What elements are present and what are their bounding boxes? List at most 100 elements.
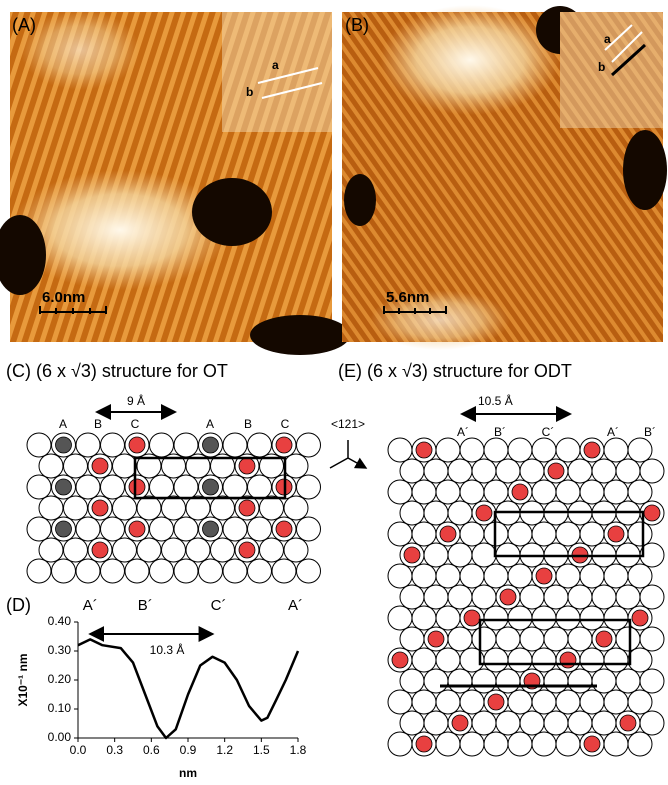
atom xyxy=(532,606,556,630)
atom xyxy=(400,627,424,651)
adsorbate xyxy=(129,521,145,537)
inset-label: b xyxy=(598,60,605,74)
x-axis-label: nm xyxy=(179,766,197,780)
atom xyxy=(113,538,137,562)
x-tick-label: 0.6 xyxy=(143,743,160,757)
atom xyxy=(628,564,652,588)
atom xyxy=(52,559,76,583)
atom xyxy=(424,669,448,693)
y-tick-label: 0.10 xyxy=(48,701,72,715)
atom xyxy=(388,438,412,462)
atom xyxy=(448,459,472,483)
site-letter: A´ xyxy=(607,425,619,439)
top-letter: B´ xyxy=(138,597,153,614)
atom xyxy=(436,480,460,504)
adsorbate xyxy=(129,479,145,495)
atom xyxy=(616,459,640,483)
adsorbate xyxy=(428,631,444,647)
atom xyxy=(101,433,125,457)
atom xyxy=(484,480,508,504)
atom xyxy=(174,559,198,583)
atom xyxy=(436,564,460,588)
adsorbate xyxy=(239,542,255,558)
direction-label: <121> xyxy=(331,417,365,431)
atom xyxy=(388,732,412,756)
atom xyxy=(400,459,424,483)
atom xyxy=(436,438,460,462)
y-tick-label: 0.00 xyxy=(48,730,72,744)
atom xyxy=(520,627,544,651)
atom xyxy=(39,538,63,562)
atom xyxy=(544,669,568,693)
adsorbate xyxy=(129,437,145,453)
atom xyxy=(76,433,100,457)
adsorbate xyxy=(239,500,255,516)
atom xyxy=(248,559,272,583)
x-tick-label: 0.3 xyxy=(106,743,123,757)
atom xyxy=(448,627,472,651)
adsorbate xyxy=(416,442,432,458)
atom xyxy=(27,475,51,499)
atom xyxy=(460,564,484,588)
atom xyxy=(150,475,174,499)
atom xyxy=(113,496,137,520)
atom xyxy=(125,559,149,583)
panel-title: (C) (6 x √3) structure for OT xyxy=(6,361,228,381)
atom xyxy=(460,522,484,546)
atom xyxy=(211,496,235,520)
atom xyxy=(400,585,424,609)
adsorbate xyxy=(56,479,72,495)
atom xyxy=(460,732,484,756)
atom xyxy=(616,669,640,693)
adsorbate xyxy=(488,694,504,710)
atom xyxy=(556,438,580,462)
atom xyxy=(76,517,100,541)
atom xyxy=(568,711,592,735)
adsorbate xyxy=(464,610,480,626)
adsorbate xyxy=(56,437,72,453)
atom xyxy=(186,538,210,562)
annotation: 10.3 Å xyxy=(150,642,185,657)
atom xyxy=(484,564,508,588)
y-tick-label: 0.40 xyxy=(48,614,72,628)
atom xyxy=(520,585,544,609)
atom xyxy=(211,538,235,562)
panel-label: (D) xyxy=(6,595,31,615)
adsorbate xyxy=(92,542,108,558)
atom xyxy=(199,559,223,583)
atom xyxy=(137,496,161,520)
adsorbate xyxy=(560,652,576,668)
inset-label: a xyxy=(272,58,279,72)
top-letter: C´ xyxy=(211,597,227,614)
atom xyxy=(248,475,272,499)
atom xyxy=(412,522,436,546)
atom xyxy=(544,711,568,735)
inset-label: b xyxy=(246,85,253,99)
atom xyxy=(508,606,532,630)
atom xyxy=(248,433,272,457)
atom xyxy=(412,480,436,504)
adsorbate xyxy=(203,479,219,495)
atom xyxy=(223,517,247,541)
atom xyxy=(640,459,664,483)
adsorbate xyxy=(608,526,624,542)
atom xyxy=(223,433,247,457)
site-letter: A xyxy=(206,417,214,431)
atom xyxy=(424,543,448,567)
atom xyxy=(412,648,436,672)
atom xyxy=(580,606,604,630)
atom xyxy=(628,522,652,546)
adsorbate xyxy=(620,715,636,731)
atom xyxy=(436,606,460,630)
atom xyxy=(532,522,556,546)
atom xyxy=(388,690,412,714)
adsorbate xyxy=(644,505,660,521)
atom xyxy=(568,459,592,483)
page: a b (A) 6.0nm a b (B) 5.6nm (C) (6 x √3)… xyxy=(0,0,668,785)
adsorbate xyxy=(452,715,468,731)
atom xyxy=(223,475,247,499)
site-letter: C xyxy=(131,417,140,431)
atom xyxy=(436,690,460,714)
atom xyxy=(592,459,616,483)
